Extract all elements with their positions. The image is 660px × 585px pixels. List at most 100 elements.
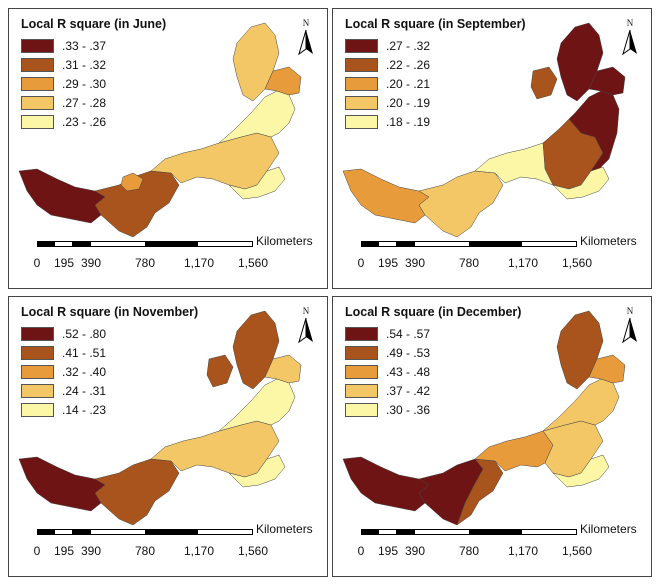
legend-range: .31 - .32 xyxy=(62,57,107,72)
southeast-region xyxy=(552,166,610,200)
scale-tick: 1,170 xyxy=(183,256,215,270)
scale-tick: 1,170 xyxy=(183,544,215,558)
scale-tick: 195 xyxy=(53,256,75,270)
legend-item: .37 - .42 xyxy=(345,381,430,400)
legend: .54 - .57 .49 - .53 .43 - .48 .37 - .42 … xyxy=(345,324,430,419)
map-panel-june: Local R square (in June) .33 - .37 .31 -… xyxy=(8,8,328,289)
map-panel-december: Local R square (in December) .54 - .57 .… xyxy=(332,296,652,577)
legend-range: .43 - .48 xyxy=(386,364,431,379)
north-label: N xyxy=(302,18,310,28)
southeast-region xyxy=(552,454,610,488)
legend-range: .37 - .42 xyxy=(386,383,431,398)
scale-tick: 0 xyxy=(33,544,41,558)
legend-range: .27 - .28 xyxy=(62,95,107,110)
central-region xyxy=(150,132,280,190)
legend-swatch xyxy=(345,95,378,110)
north-arrow-icon: N xyxy=(295,306,317,346)
legend-range: .52 - .80 xyxy=(62,326,107,341)
map-title: Local R square (in December) xyxy=(345,305,522,319)
scale-tick: 0 xyxy=(33,256,41,270)
far-east-region xyxy=(264,66,302,96)
east-region xyxy=(568,90,620,172)
scale-tick: 1,560 xyxy=(561,544,593,558)
legend-item: .32 - .40 xyxy=(21,362,106,381)
legend-swatch xyxy=(345,383,378,398)
legend-swatch xyxy=(21,76,54,91)
legend-item: .23 - .26 xyxy=(21,112,106,131)
legend-swatch xyxy=(345,345,378,360)
legend-item: .27 - .32 xyxy=(345,36,430,55)
scale-tick: 1,560 xyxy=(561,256,593,270)
map-panel-september: Local R square (in September) .27 - .32 … xyxy=(332,8,652,289)
scale-tick: 0 xyxy=(357,544,365,558)
east-region xyxy=(218,90,296,144)
scale-tick: 195 xyxy=(377,544,399,558)
map-title: Local R square (in June) xyxy=(21,17,167,31)
legend: .33 - .37 .31 - .32 .29 - .30 .27 - .28 … xyxy=(21,36,106,131)
central-region xyxy=(150,420,280,478)
scale-tick: 390 xyxy=(80,256,102,270)
legend-item: .41 - .51 xyxy=(21,343,106,362)
southeast-region xyxy=(228,166,286,200)
legend-swatch xyxy=(345,364,378,379)
map-title: Local R square (in November) xyxy=(21,305,199,319)
north-label: N xyxy=(626,306,634,316)
east-region xyxy=(542,378,620,432)
legend-item: .54 - .57 xyxy=(345,324,430,343)
north-arrow-icon: N xyxy=(295,18,317,58)
southeast-region xyxy=(228,454,286,488)
legend-range: .24 - .31 xyxy=(62,383,107,398)
legend-swatch xyxy=(21,345,54,360)
scale-tick: 0 xyxy=(357,256,365,270)
scale-units: Kilometers xyxy=(256,234,313,248)
legend-swatch xyxy=(345,38,378,53)
legend-swatch xyxy=(21,95,54,110)
north-spur-region xyxy=(206,354,234,388)
scale-bar xyxy=(361,241,577,247)
legend-item: .33 - .37 xyxy=(21,36,106,55)
scale-units: Kilometers xyxy=(256,522,313,536)
region-map xyxy=(18,310,302,526)
scale-tick: 780 xyxy=(134,544,156,558)
legend-item: .29 - .30 xyxy=(21,74,106,93)
legend-swatch xyxy=(345,114,378,129)
legend-swatch xyxy=(345,326,378,341)
legend-swatch xyxy=(21,57,54,72)
scale-units: Kilometers xyxy=(580,234,637,248)
legend-swatch xyxy=(21,402,54,417)
legend-range: .41 - .51 xyxy=(62,345,107,360)
region-map xyxy=(18,22,302,238)
east-region xyxy=(218,378,296,432)
central-accent-region xyxy=(120,172,144,192)
scale-bar xyxy=(37,241,253,247)
legend-item: .52 - .80 xyxy=(21,324,106,343)
scale-tick: 1,170 xyxy=(507,544,539,558)
scale-tick: 1,560 xyxy=(237,544,269,558)
legend-range: .33 - .37 xyxy=(62,38,107,53)
legend-item: .31 - .32 xyxy=(21,55,106,74)
legend-range: .14 - .23 xyxy=(62,402,107,417)
legend-range: .27 - .32 xyxy=(386,38,431,53)
scale-bar xyxy=(37,529,253,535)
far-east-region xyxy=(264,354,302,384)
north-spur-region xyxy=(530,66,558,100)
central-west-region xyxy=(94,458,180,526)
region-map xyxy=(342,310,626,526)
legend-range: .20 - .21 xyxy=(386,76,431,91)
central-mid-region xyxy=(456,458,504,526)
legend-item: .24 - .31 xyxy=(21,381,106,400)
legend-swatch xyxy=(21,114,54,129)
scale-tick: 1,560 xyxy=(237,256,269,270)
central-west-region xyxy=(418,170,504,238)
scale-tick: 780 xyxy=(134,256,156,270)
scale-bar xyxy=(361,529,577,535)
legend-range: .30 - .36 xyxy=(386,402,431,417)
scale-tick: 195 xyxy=(377,256,399,270)
scale-tick: 390 xyxy=(404,256,426,270)
legend-swatch xyxy=(345,57,378,72)
map-panel-november: Local R square (in November) .52 - .80 .… xyxy=(8,296,328,577)
scale-tick: 195 xyxy=(53,544,75,558)
scale-tick: 780 xyxy=(458,256,480,270)
north-label: N xyxy=(302,306,310,316)
legend-range: .20 - .19 xyxy=(386,95,431,110)
